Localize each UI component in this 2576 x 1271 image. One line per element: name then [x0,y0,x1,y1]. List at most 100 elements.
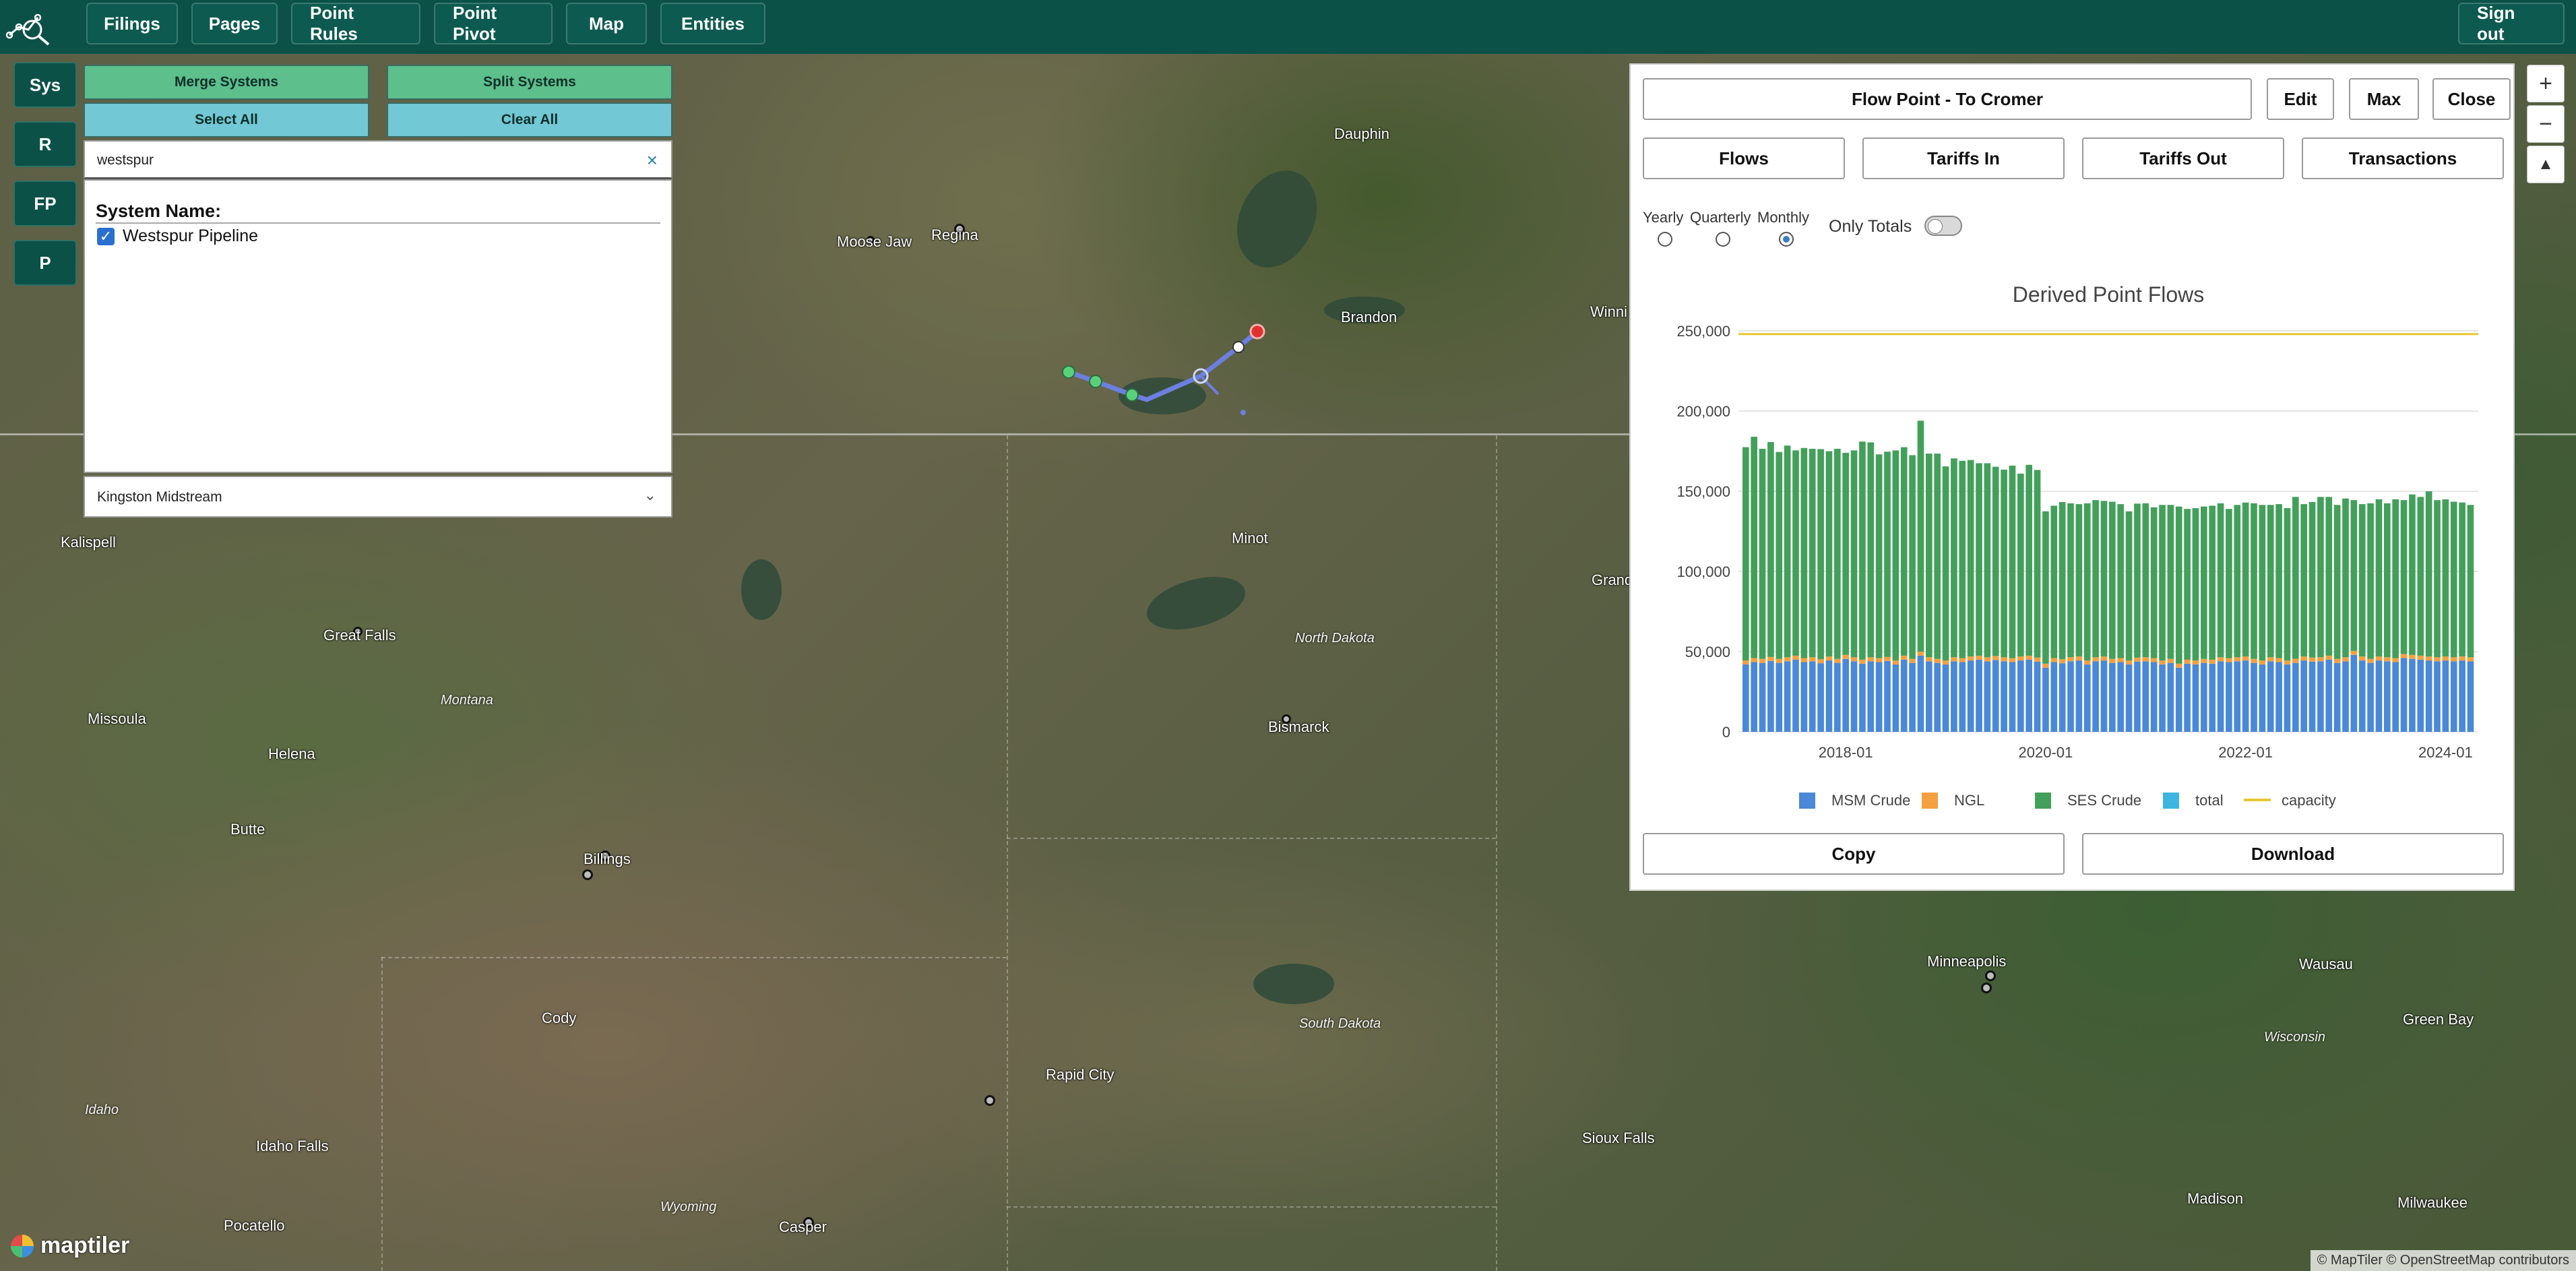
bar-ses-crude [1917,421,1924,652]
sign-out-button[interactable]: Sign out [2458,3,2565,44]
edit-button[interactable]: Edit [2267,78,2334,120]
bar-ses-crude [1900,447,1908,656]
bar-ngl [1942,660,1949,665]
bar-ses-crude [2134,503,2141,658]
bar-ses-crude [2209,505,2216,660]
bar-msm-crude [2075,660,2083,732]
bar-ngl [2075,656,2083,661]
bar-ngl [2034,657,2041,662]
bar-ngl [1825,656,1833,661]
bar-msm-crude [2417,659,2424,732]
bar-msm-crude [2226,662,2232,732]
y-tick-label: 250,000 [1676,323,1730,340]
top-nav-bar: Filings Pages Point Rules Point Pivot Ma… [0,0,2576,54]
bar-ngl [2067,657,2074,662]
max-button[interactable]: Max [2349,78,2419,120]
place-label: Rapid City [1046,1066,1114,1083]
zoom-in-button[interactable]: + [2527,65,2565,102]
bar-ses-crude [2025,464,2033,656]
radio-quarterly[interactable] [1716,232,1730,247]
map-attribution[interactable]: © MapTiler © OpenStreetMap contributors [2310,1250,2576,1271]
bar-ngl [2025,655,2033,660]
select-all-button[interactable]: Select All [84,102,369,137]
copy-button[interactable]: Copy [1643,833,2065,875]
y-tick-label: 100,000 [1676,563,1730,580]
pipeline-node[interactable] [1062,365,1075,379]
radio-yearly[interactable] [1658,232,1672,247]
legend-label: SES Crude [2067,792,2141,809]
tab-tariffs-in[interactable]: Tariffs In [1862,137,2065,179]
state-border [1007,435,1008,1271]
owner-select[interactable]: Kingston Midstream ⌄ [84,476,672,518]
nav-point-pivot[interactable]: Point Pivot [434,3,553,44]
download-button[interactable]: Download [2082,833,2504,875]
nav-filings[interactable]: Filings [86,3,178,44]
bar-msm-crude [1892,664,1899,732]
nav-map[interactable]: Map [566,3,647,44]
only-totals-toggle[interactable] [1924,216,1962,236]
clear-search-icon[interactable]: × [646,150,658,170]
radio-monthly[interactable] [1779,232,1794,247]
pipeline-node[interactable] [1193,368,1209,384]
place-label: Great Falls [323,627,396,644]
system-search-input[interactable]: westspur × [84,140,672,179]
pipeline-node[interactable] [1089,375,1102,388]
city-dot [954,224,965,235]
bar-ngl [2234,657,2241,662]
bar-ses-crude [1776,452,1783,659]
nav-point-rules[interactable]: Point Rules [291,3,420,44]
city-dot [582,869,593,880]
westspur-pipeline-route[interactable] [1067,330,1259,402]
pipeline-node[interactable] [1125,388,1139,402]
close-button[interactable]: Close [2432,78,2511,120]
state-border [1496,435,1497,1271]
bar-ses-crude [2367,503,2374,659]
system-checkbox[interactable]: ✓ [97,228,115,245]
side-button-p[interactable]: P [13,240,77,286]
nav-pages[interactable]: Pages [191,3,278,44]
tab-tariffs-out[interactable]: Tariffs Out [2082,137,2284,179]
zoom-out-button[interactable]: − [2527,105,2565,143]
bar-ses-crude [2342,498,2349,658]
compass-button[interactable]: ▲ [2527,146,2565,183]
place-label: Butte [230,821,265,838]
bar-ngl [2092,657,2099,662]
pipeline-node[interactable] [1240,410,1246,415]
cromer-endpoint-marker[interactable] [1249,323,1265,340]
side-button-sys[interactable]: Sys [13,62,77,108]
bar-ngl [1834,658,1841,663]
tab-transactions[interactable]: Transactions [2302,137,2504,179]
side-button-fp[interactable]: FP [13,181,77,226]
bar-msm-crude [2217,661,2224,732]
bar-msm-crude [2034,661,2041,732]
pipeline-node[interactable] [1232,341,1245,353]
bar-msm-crude [2009,662,2016,732]
side-button-r[interactable]: R [13,121,77,167]
bar-msm-crude [2092,661,2099,732]
system-item-label[interactable]: Westspur Pipeline [123,226,259,245]
bar-ngl [1842,654,1850,659]
bar-msm-crude [1751,662,1758,732]
bar-ses-crude [2167,505,2174,659]
tab-flows[interactable]: Flows [1643,137,1845,179]
bar-ngl [2083,660,2091,665]
bar-msm-crude [2100,660,2108,732]
app-logo-icon[interactable] [5,4,54,47]
y-tick-label: 50,000 [1685,644,1730,660]
bar-ses-crude [2375,499,2383,657]
bar-ses-crude [2409,494,2416,655]
clear-all-button[interactable]: Clear All [387,102,672,137]
split-systems-button[interactable]: Split Systems [387,65,672,100]
bar-msm-crude [2459,660,2465,732]
bar-ngl [2384,657,2391,662]
bar-ses-crude [1825,451,1833,657]
period-label-monthly: Monthly [1757,209,1810,226]
bar-msm-crude [2392,662,2399,732]
merge-systems-button[interactable]: Merge Systems [84,65,369,100]
nav-entities[interactable]: Entities [660,3,765,44]
bar-ngl [1742,660,1749,665]
bar-msm-crude [1967,660,1974,732]
maptiler-logo-icon [11,1234,34,1258]
bar-ngl [2109,658,2116,663]
